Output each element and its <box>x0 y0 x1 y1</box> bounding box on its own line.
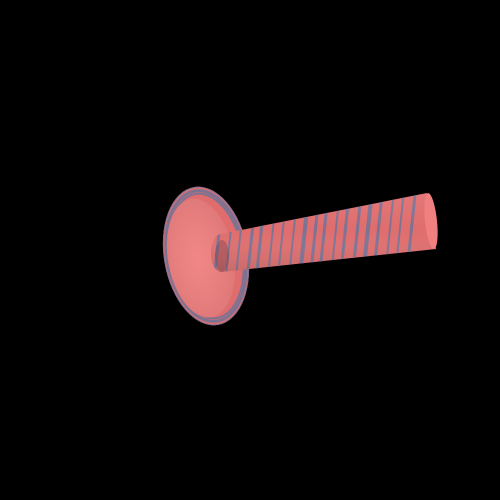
rod-shadow-on-base <box>215 240 229 272</box>
rod-end-cap <box>424 193 438 249</box>
